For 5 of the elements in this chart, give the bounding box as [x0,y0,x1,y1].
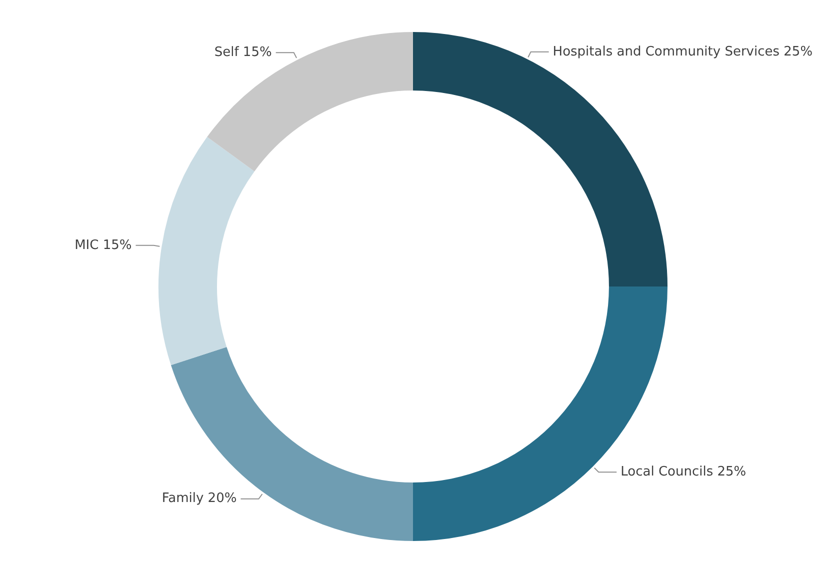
slice-label: Self 15% [214,44,272,60]
slice-label: MIC 15% [74,238,132,253]
slice-label: Local Councils 25% [620,464,746,480]
slice-label: Family 20% [162,491,237,506]
slice-label: Hospitals and Community Services 25% [552,44,813,60]
